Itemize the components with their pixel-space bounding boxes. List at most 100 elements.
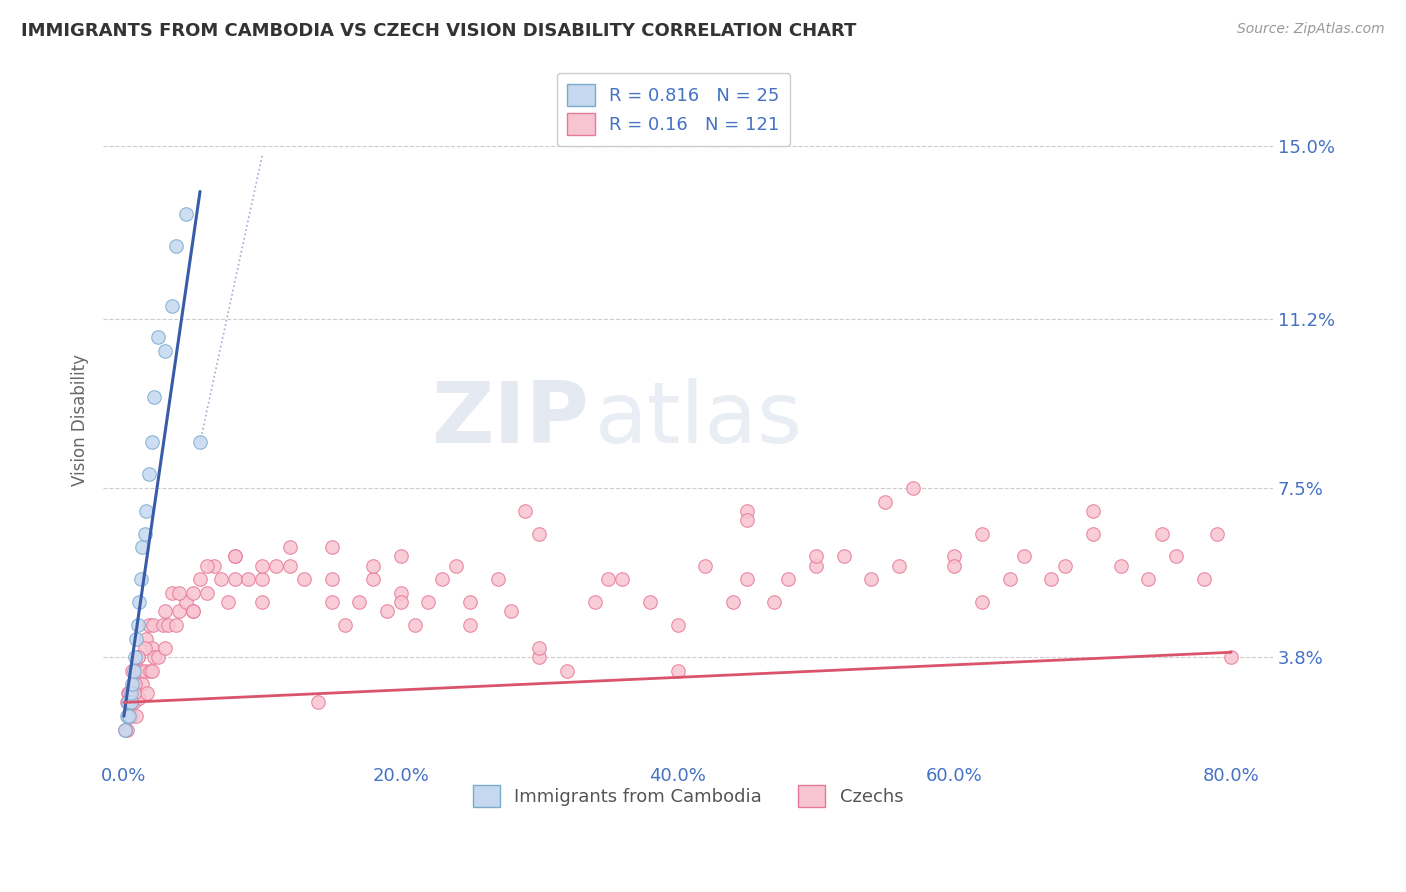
Point: [943, 549, 966, 564]
Point: [321, 541, 343, 555]
Point: [598, 572, 620, 586]
Point: [389, 549, 412, 564]
Point: [122, 664, 145, 678]
Point: [1081, 504, 1104, 518]
Point: [901, 481, 924, 495]
Point: [114, 723, 136, 737]
Point: [134, 526, 156, 541]
Point: [1220, 649, 1243, 664]
Point: [124, 677, 146, 691]
Point: [117, 686, 139, 700]
Point: [202, 558, 225, 573]
Point: [127, 649, 149, 664]
Text: ZIP: ZIP: [430, 378, 589, 461]
Point: [141, 640, 163, 655]
Point: [155, 344, 177, 359]
Point: [666, 664, 689, 678]
Point: [142, 618, 165, 632]
Point: [209, 572, 232, 586]
Point: [131, 541, 153, 555]
Point: [115, 709, 138, 723]
Point: [167, 604, 190, 618]
Point: [174, 595, 197, 609]
Point: [224, 549, 246, 564]
Point: [157, 618, 180, 632]
Point: [321, 595, 343, 609]
Point: [217, 595, 239, 609]
Point: [152, 618, 174, 632]
Point: [778, 572, 800, 586]
Point: [307, 696, 329, 710]
Point: [583, 595, 606, 609]
Point: [527, 526, 550, 541]
Point: [188, 572, 211, 586]
Point: [292, 572, 315, 586]
Point: [375, 604, 398, 618]
Point: [404, 618, 426, 632]
Point: [127, 618, 149, 632]
Point: [117, 696, 139, 710]
Point: [804, 549, 827, 564]
Point: [515, 504, 537, 518]
Point: [1012, 549, 1035, 564]
Point: [695, 558, 717, 573]
Point: [1137, 572, 1160, 586]
Point: [735, 513, 758, 527]
Point: [120, 696, 142, 710]
Point: [115, 723, 138, 737]
Point: [458, 618, 481, 632]
Point: [943, 558, 966, 573]
Point: [972, 595, 994, 609]
Point: [418, 595, 440, 609]
Point: [361, 572, 384, 586]
Point: [124, 677, 146, 691]
Point: [155, 604, 177, 618]
Point: [252, 595, 274, 609]
Point: [122, 686, 145, 700]
Point: [188, 435, 211, 450]
Point: [166, 239, 188, 253]
Point: [763, 595, 786, 609]
Point: [238, 572, 260, 586]
Point: [1150, 526, 1173, 541]
Point: [252, 558, 274, 573]
Point: [181, 586, 204, 600]
Point: [135, 504, 157, 518]
Point: [335, 618, 357, 632]
Point: [139, 664, 162, 678]
Point: [321, 572, 343, 586]
Point: [138, 618, 160, 632]
Point: [162, 299, 184, 313]
Point: [143, 390, 166, 404]
Point: [666, 618, 689, 632]
Point: [141, 435, 163, 450]
Point: [115, 696, 138, 710]
Point: [555, 664, 578, 678]
Point: [612, 572, 634, 586]
Point: [148, 330, 170, 344]
Point: [120, 696, 142, 710]
Point: [432, 572, 454, 586]
Point: [527, 640, 550, 655]
Point: [1206, 526, 1229, 541]
Point: [128, 595, 150, 609]
Point: [129, 664, 152, 678]
Point: [134, 640, 156, 655]
Point: [195, 558, 218, 573]
Point: [166, 618, 188, 632]
Point: [444, 558, 467, 573]
Text: IMMIGRANTS FROM CAMBODIA VS CZECH VISION DISABILITY CORRELATION CHART: IMMIGRANTS FROM CAMBODIA VS CZECH VISION…: [21, 22, 856, 40]
Point: [501, 604, 523, 618]
Point: [860, 572, 883, 586]
Point: [121, 664, 143, 678]
Point: [120, 686, 142, 700]
Point: [148, 649, 170, 664]
Point: [638, 595, 661, 609]
Point: [155, 640, 177, 655]
Point: [224, 549, 246, 564]
Point: [1054, 558, 1077, 573]
Point: [136, 686, 159, 700]
Point: [131, 677, 153, 691]
Point: [118, 709, 141, 723]
Point: [224, 572, 246, 586]
